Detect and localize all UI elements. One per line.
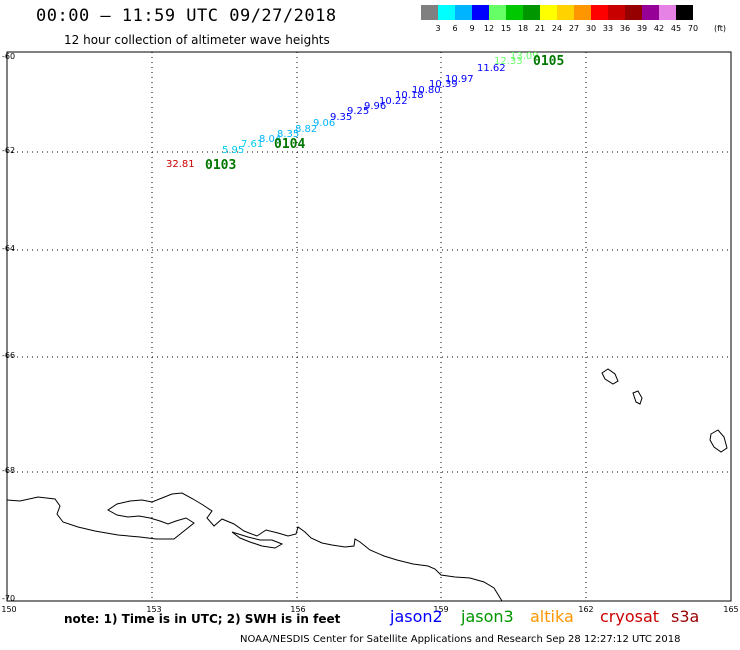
footer-note: note: 1) Time is in UTC; 2) SWH is in fe… xyxy=(64,612,341,626)
legend-swatch xyxy=(608,5,625,20)
legend-level: 36 xyxy=(619,24,631,33)
wave-height-label: 9.35 xyxy=(330,112,353,123)
wave-height-label: 10.97 xyxy=(445,74,474,85)
map-frame xyxy=(6,51,732,602)
satellite-s3a: s3a xyxy=(671,607,700,626)
legend-level: 15 xyxy=(500,24,512,33)
legend-swatch xyxy=(574,5,591,20)
pass-id-label: 0105 xyxy=(533,54,565,69)
pass-id-label: 0104 xyxy=(274,137,306,152)
wave-height-label: 10.80 xyxy=(412,85,441,96)
legend-swatch xyxy=(455,5,472,20)
legend-swatch xyxy=(523,5,540,20)
lon-label: 153 xyxy=(146,605,162,614)
lat-label: -68 xyxy=(2,466,16,475)
legend-level: 70 xyxy=(687,24,699,33)
wave-height-label: 9.06 xyxy=(313,118,336,129)
wave-height-label: 8.82 xyxy=(295,124,318,135)
legend-unit: (ft) xyxy=(713,24,727,33)
satellite-cryosat: cryosat xyxy=(600,607,660,626)
legend-level: 9 xyxy=(469,24,475,33)
island-1 xyxy=(601,368,619,385)
legend-level: 6 xyxy=(452,24,458,33)
legend-swatch xyxy=(557,5,574,20)
legend-swatch xyxy=(625,5,642,20)
legend-level: 33 xyxy=(602,24,614,33)
wave-height-label: 5.95 xyxy=(222,145,245,156)
lon-label: 165 xyxy=(723,605,739,614)
lon-label: 159 xyxy=(433,605,449,614)
wave-height-label: 8.04 xyxy=(259,134,282,145)
lat-label: -60 xyxy=(2,52,16,61)
legend-swatch xyxy=(489,5,506,20)
grid-lines xyxy=(7,52,731,601)
wave-height-label: 7.61 xyxy=(241,139,264,150)
wave-height-label: 32.81 xyxy=(166,159,195,170)
lon-label: 156 xyxy=(290,605,306,614)
lat-label: -64 xyxy=(2,244,16,253)
legend-swatch xyxy=(659,5,676,20)
satellite-altika: altika xyxy=(530,607,574,626)
map-subtitle: 12 hour collection of altimeter wave hei… xyxy=(64,33,330,47)
lon-label: 150 xyxy=(1,605,17,614)
satellite-jason2: jason2 xyxy=(390,607,443,626)
wave-height-label: 11.62 xyxy=(477,63,506,74)
satellite-jason3: jason3 xyxy=(461,607,514,626)
lat-label: -62 xyxy=(2,146,16,155)
legend-level: 39 xyxy=(636,24,648,33)
map-title: 00:00 – 11:59 UTC 09/27/2018 xyxy=(36,6,337,26)
legend-level: 21 xyxy=(534,24,546,33)
island-2 xyxy=(632,390,643,405)
wave-height-label: 13.09 xyxy=(510,51,539,62)
legend-level: 45 xyxy=(670,24,682,33)
wave-height-label: 8.35 xyxy=(277,129,300,140)
legend-level: 24 xyxy=(551,24,563,33)
legend-level: 42 xyxy=(653,24,665,33)
lat-label: -70 xyxy=(2,594,16,603)
wave-height-label: 10.18 xyxy=(395,90,424,101)
wave-height-label: 10.22 xyxy=(379,96,408,107)
legend-level: 3 xyxy=(435,24,441,33)
legend-swatch xyxy=(506,5,523,20)
legend-swatch xyxy=(591,5,608,20)
legend-swatch xyxy=(438,5,455,20)
legend-swatch xyxy=(676,5,693,20)
wave-height-label: 10.39 xyxy=(429,79,458,90)
lat-label: -66 xyxy=(2,351,16,360)
wave-height-label: 12.33 xyxy=(494,56,523,67)
legend-swatch xyxy=(642,5,659,20)
legend-swatch xyxy=(540,5,557,20)
legend-level: 30 xyxy=(585,24,597,33)
coastline-mainland xyxy=(6,492,503,602)
island-3 xyxy=(709,429,728,453)
lon-label: 162 xyxy=(578,605,594,614)
wave-height-label: 9.25 xyxy=(347,106,370,117)
pass-id-label: 0103 xyxy=(205,158,237,173)
coastline-inlet xyxy=(231,531,284,549)
credit-line: NOAA/NESDIS Center for Satellite Applica… xyxy=(240,634,681,645)
legend-level: 12 xyxy=(483,24,495,33)
wave-height-label: 9.96 xyxy=(364,101,387,112)
legend-level: 18 xyxy=(517,24,529,33)
legend-swatch xyxy=(472,5,489,20)
legend-swatch xyxy=(421,5,438,20)
legend-level: 27 xyxy=(568,24,580,33)
